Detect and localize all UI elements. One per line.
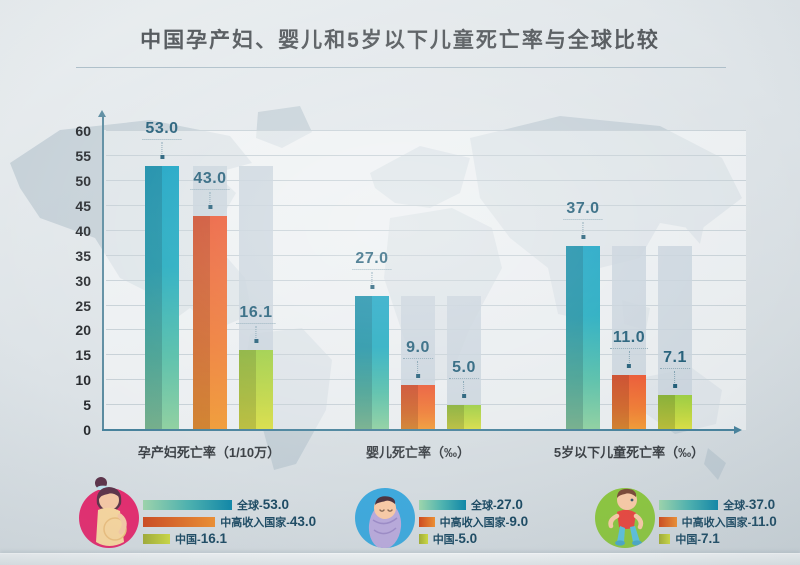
legend-bar-global xyxy=(143,500,233,510)
legend-bar-umic xyxy=(143,517,216,527)
y-axis-arrow-icon xyxy=(98,106,106,117)
connector-dot xyxy=(253,338,258,343)
y-axis-tick: 0 xyxy=(83,422,91,438)
connector-dot xyxy=(416,374,420,379)
gridline xyxy=(106,279,746,281)
pregnant-woman-icon xyxy=(79,477,139,548)
legend-bar-china xyxy=(143,534,171,544)
y-axis-tick: 45 xyxy=(75,197,91,214)
y-axis-tick: 30 xyxy=(75,272,91,289)
dotted-connector xyxy=(582,221,584,234)
title-underline xyxy=(76,67,726,68)
legend-bar-china xyxy=(659,534,671,544)
bar-global-infant xyxy=(355,295,389,430)
connector-dot xyxy=(462,394,466,399)
value-label: 16.1 xyxy=(236,304,276,343)
connector-dot xyxy=(673,383,677,388)
legend-row-global: 全球-27.0 xyxy=(419,497,528,512)
bar-umic-under5 xyxy=(612,375,646,430)
y-axis-tick: 10 xyxy=(75,372,91,389)
dotted-connector xyxy=(371,271,373,284)
y-axis-tick: 60 xyxy=(75,123,91,140)
dotted-connector xyxy=(674,370,676,383)
y-axis-tick: 15 xyxy=(75,347,91,364)
bar-global-maternal xyxy=(145,166,179,430)
value-label: 7.1 xyxy=(660,349,690,388)
y-axis-tick: 50 xyxy=(75,173,91,189)
legend-bar-global xyxy=(419,500,466,510)
y-axis-tick: 5 xyxy=(83,397,91,414)
connector-dot xyxy=(207,204,212,209)
legend-row-umic: 中高收入国家-43.0 xyxy=(143,514,316,529)
legend-bar-global xyxy=(659,500,719,510)
x-axis-label-under5: 5岁以下儿童死亡率（‰） xyxy=(553,445,705,460)
legend-section: 全球-53.0 中高收入国家-43.0 中国-16.1 xyxy=(0,472,800,554)
value-label: 37.0 xyxy=(563,200,603,239)
legend-rows: 全球-37.0 中高收入国家-11.0 中国-7.1 xyxy=(659,472,777,546)
value-label: 43.0 xyxy=(190,170,230,209)
connector-dot xyxy=(369,284,374,289)
gridline xyxy=(106,180,746,181)
legend-block-infant: 全球-27.0 中高收入国家-9.0 中国-5.0 xyxy=(351,472,528,550)
x-axis xyxy=(102,426,742,434)
y-axis-tick: 40 xyxy=(75,222,91,239)
y-axis xyxy=(98,110,106,430)
x-axis-label-infant: 婴儿死亡率（‰） xyxy=(365,445,471,460)
legend-bar-umic xyxy=(419,517,435,527)
legend-bar-china xyxy=(419,534,428,544)
y-axis-tick: 25 xyxy=(75,297,91,314)
legend-rows: 全球-27.0 中高收入国家-9.0 中国-5.0 xyxy=(419,472,528,546)
dotted-connector xyxy=(463,381,465,394)
gridline xyxy=(106,229,746,231)
bar-global-under5 xyxy=(566,245,600,430)
connector-dot xyxy=(580,234,585,239)
value-label: 27.0 xyxy=(352,250,392,289)
page-title: 中国孕产妇、婴儿和5岁以下儿童死亡率与全球比较 xyxy=(140,29,660,52)
bar-china-under5 xyxy=(658,394,692,430)
legend-row-global: 全球-53.0 xyxy=(143,497,316,512)
legend-row-china: 中国-5.0 xyxy=(419,531,528,546)
x-axis-arrow-icon xyxy=(734,426,746,434)
y-axis-tick: 20 xyxy=(75,322,91,339)
gridline xyxy=(106,155,746,157)
value-label: 9.0 xyxy=(403,339,433,379)
bar-umic-maternal xyxy=(193,215,227,430)
bar-umic-infant xyxy=(401,385,435,430)
dotted-connector xyxy=(417,361,419,374)
baby-icon xyxy=(355,488,415,548)
gridline xyxy=(106,204,746,206)
legend-rows: 全球-53.0 中高收入国家-43.0 中国-16.1 xyxy=(143,472,316,546)
value-label: 5.0 xyxy=(449,359,479,399)
legend-row-umic: 中高收入国家-11.0 xyxy=(659,514,777,529)
x-axis-label-maternal: 孕产妇死亡率（1/10万） xyxy=(137,445,281,460)
gridline xyxy=(106,130,746,132)
value-label: 53.0 xyxy=(142,120,182,160)
legend-row-china: 中国-7.1 xyxy=(659,531,777,546)
bar-chart: 0 5 10 15 20 25 30 35 40 45 50 55 60 53.… xyxy=(75,110,746,460)
toddler-icon xyxy=(595,488,655,548)
dotted-connector xyxy=(628,351,630,364)
dotted-connector xyxy=(209,191,211,204)
legend-bar-umic xyxy=(659,517,677,527)
dotted-connector xyxy=(255,325,257,338)
legend-row-china: 中国-16.1 xyxy=(143,531,316,546)
gridline xyxy=(106,254,746,256)
bar-china-infant xyxy=(447,405,481,430)
bar-china-maternal xyxy=(239,349,273,430)
footer-strip xyxy=(0,553,800,565)
legend-block-under5: 全球-37.0 中高收入国家-11.0 中国-7.1 xyxy=(591,472,777,550)
legend-block-maternal: 全球-53.0 中高收入国家-43.0 中国-16.1 xyxy=(75,472,316,550)
dotted-connector xyxy=(161,142,163,155)
y-axis-tick: 55 xyxy=(75,148,91,165)
connector-dot xyxy=(159,155,164,160)
legend-row-umic: 中高收入国家-9.0 xyxy=(419,514,528,529)
connector-dot xyxy=(626,364,631,369)
y-axis-tick: 35 xyxy=(75,247,91,264)
legend-row-global: 全球-37.0 xyxy=(659,497,777,512)
value-label: 11.0 xyxy=(609,329,649,369)
